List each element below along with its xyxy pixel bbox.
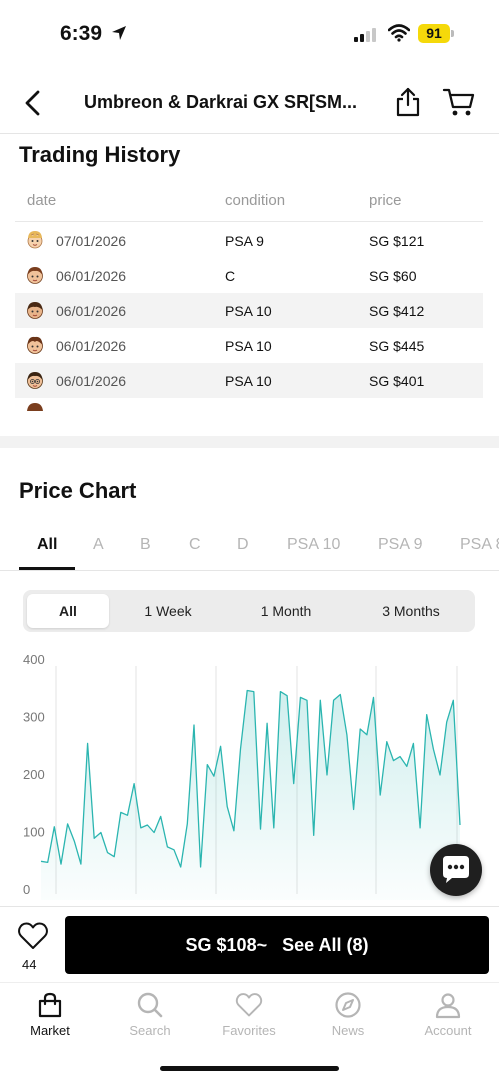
column-price: price [369, 192, 402, 209]
grade-tab-psa-8[interactable]: PSA 8 [460, 536, 499, 553]
trade-price: SG $121 [369, 233, 425, 249]
price-area [41, 690, 460, 900]
avatar-icon [27, 336, 43, 354]
location-arrow-icon [112, 26, 126, 40]
tab-label: Favorites [222, 1023, 276, 1038]
tab-label: Account [424, 1023, 472, 1038]
tab-account[interactable]: Account [408, 991, 488, 1038]
table-row[interactable]: 06/01/2026 C SG $60 [15, 258, 483, 293]
table-row[interactable]: 06/01/2026 PSA 10 SG $412 [15, 293, 483, 328]
range-all[interactable]: All [27, 594, 109, 628]
column-date: date [27, 192, 57, 209]
trade-price: SG $412 [369, 303, 425, 319]
grade-tab-b[interactable]: B [140, 536, 151, 553]
shopping-bag-icon [38, 992, 62, 1018]
trading-history-header: date condition price [15, 182, 483, 222]
trade-date: 06/01/2026 [56, 303, 127, 319]
avatar-icon [27, 302, 43, 319]
table-row[interactable]: 07/01/2026 PSA 9 SG $121 [15, 223, 483, 258]
cart-icon[interactable] [442, 86, 476, 118]
trade-condition: C [225, 268, 236, 284]
tab-search[interactable]: Search [110, 991, 190, 1038]
status-time: 6:39 [60, 22, 103, 45]
search-icon [137, 992, 163, 1018]
trade-date: 06/01/2026 [56, 268, 127, 284]
nav-bar: Umbreon & Darkrai GX SR[SM... [0, 72, 499, 134]
favorite-heart-icon[interactable] [17, 921, 49, 951]
grade-tab-c[interactable]: C [189, 536, 201, 553]
compass-icon [335, 992, 361, 1018]
grade-tab-psa-9[interactable]: PSA 9 [378, 536, 423, 553]
range-3-months[interactable]: 3 Months [382, 603, 440, 619]
column-condition: condition [225, 192, 286, 209]
tab-favorites[interactable]: Favorites [209, 991, 289, 1038]
price-line [40, 689, 461, 868]
section-divider [0, 436, 499, 448]
y-tick-label: 400 [23, 652, 45, 667]
status-bar: 6:39 91 [0, 0, 499, 66]
trade-condition: PSA 10 [225, 338, 272, 354]
trading-history-title: Trading History [19, 142, 181, 167]
trading-history-list: 07/01/2026 PSA 9 SG $121 06/01/2026 C SG… [15, 223, 483, 398]
y-tick-label: 0 [23, 882, 30, 897]
battery-tip [451, 30, 454, 37]
price-chart-title: Price Chart [19, 478, 137, 503]
tab-label: Market [30, 1023, 70, 1038]
favorite-count: 44 [22, 957, 37, 972]
range-1-month[interactable]: 1 Month [260, 603, 312, 619]
trade-price: SG $401 [369, 373, 425, 389]
grade-tab-psa-10[interactable]: PSA 10 [287, 536, 341, 553]
trade-condition: PSA 9 [225, 233, 264, 249]
tab-label: Search [129, 1023, 171, 1038]
trade-date: 07/01/2026 [56, 233, 127, 249]
tab-news[interactable]: News [308, 991, 388, 1038]
trade-date: 06/01/2026 [56, 373, 127, 389]
price-chart: 400 300 200 100 0 [23, 652, 461, 900]
y-tick-label: 200 [23, 767, 45, 782]
tab-market[interactable]: Market [10, 991, 90, 1038]
grade-tabs: All A B C D PSA 10 PSA 9 PSA 8 [0, 520, 499, 571]
page-title: Umbreon & Darkrai GX SR[SM... [84, 92, 358, 112]
active-tab-underline [19, 567, 75, 570]
avatar-icon [27, 372, 43, 389]
grade-tab-all[interactable]: All [37, 536, 58, 553]
range-1-week[interactable]: 1 Week [144, 603, 192, 619]
back-arrow-icon[interactable] [18, 88, 48, 118]
y-tick-label: 100 [23, 825, 45, 840]
trade-condition: PSA 10 [225, 303, 272, 319]
avatar-icon [27, 231, 43, 249]
battery-level: 91 [418, 24, 450, 43]
chat-bubble-icon [443, 856, 469, 883]
trade-price: SG $60 [369, 268, 417, 284]
table-row[interactable]: 06/01/2026 PSA 10 SG $401 [15, 363, 483, 398]
tab-label: News [331, 1023, 365, 1038]
avatar-icon [27, 267, 43, 284]
range-selector: All 1 Week 1 Month 3 Months [23, 590, 475, 632]
trade-date: 06/01/2026 [56, 338, 127, 354]
avatar-icon [27, 403, 43, 411]
grade-tab-a[interactable]: A [93, 536, 104, 553]
see-all-listings-button[interactable]: SG $108~ See All (8) [65, 916, 489, 974]
person-icon [435, 993, 461, 1019]
action-bar: 44 SG $108~ See All (8) [0, 906, 499, 982]
heart-icon [235, 993, 263, 1017]
trade-price: SG $445 [369, 338, 425, 354]
trade-condition: PSA 10 [225, 373, 272, 389]
chat-button[interactable] [430, 844, 482, 896]
battery-indicator: 91 [418, 24, 454, 43]
wifi-icon [388, 24, 410, 42]
cellular-signal-icon [354, 28, 376, 42]
home-indicator [160, 1066, 339, 1071]
table-row[interactable]: 06/01/2026 PSA 10 SG $445 [15, 328, 483, 363]
share-icon[interactable] [394, 86, 422, 118]
tab-bar: Market Search Favorites News Account [0, 982, 499, 1080]
grade-tab-d[interactable]: D [237, 536, 249, 553]
y-tick-label: 300 [23, 710, 45, 725]
